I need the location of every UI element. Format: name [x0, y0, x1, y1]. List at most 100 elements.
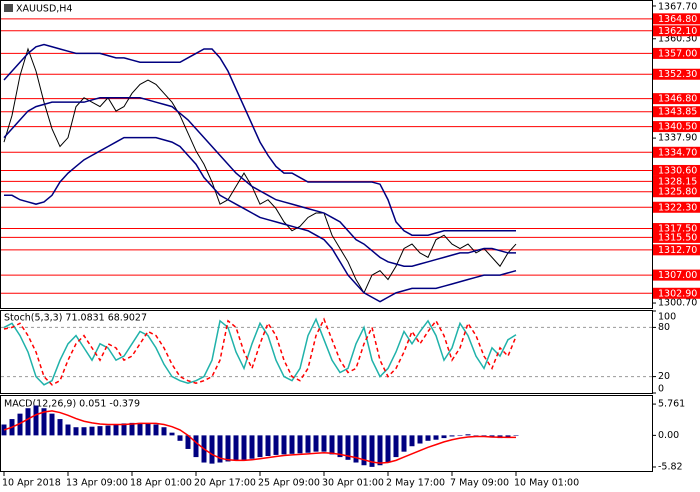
series-line — [3, 410, 517, 464]
bar — [321, 435, 327, 452]
bar — [273, 435, 279, 455]
bar — [433, 435, 439, 440]
x-tick-label: 7 May 09:00 — [450, 478, 509, 489]
y-tick-label: 5.761 — [658, 399, 685, 410]
level-tag — [653, 13, 700, 25]
level-label: 1364.80 — [658, 14, 697, 25]
bar — [233, 435, 239, 461]
level-tag — [653, 269, 700, 281]
bar — [345, 435, 351, 460]
bar — [177, 435, 183, 441]
y-tick-label: 1337.90 — [658, 133, 697, 144]
bar — [193, 435, 199, 458]
bar — [377, 435, 383, 466]
level-label: 1330.60 — [658, 165, 697, 176]
level-tag — [653, 175, 700, 187]
bar — [393, 435, 399, 458]
y-tick-label: 100 — [658, 312, 676, 323]
bar — [81, 427, 87, 436]
bar — [49, 413, 55, 436]
bar — [113, 424, 119, 436]
level-label: 1357.00 — [658, 48, 697, 59]
bar — [25, 408, 31, 436]
bar — [513, 435, 519, 436]
x-tick-label: 25 Apr 09:00 — [258, 478, 320, 489]
bar — [185, 435, 191, 449]
bar — [97, 426, 103, 436]
level-label: 1302.90 — [658, 288, 697, 299]
level-label: 1307.00 — [658, 270, 697, 281]
bar — [505, 435, 511, 438]
bar — [425, 435, 431, 441]
x-tick-label: 2 May 17:00 — [386, 478, 445, 489]
level-label: 1322.30 — [658, 202, 697, 213]
bar — [457, 435, 463, 436]
bar — [281, 435, 287, 455]
stoch-panel — [0, 310, 653, 394]
symbol-icon — [4, 4, 13, 12]
series-line — [4, 136, 517, 303]
bar — [297, 435, 303, 454]
level-label: 1328.15 — [658, 176, 697, 187]
bar — [289, 435, 295, 454]
bar — [225, 435, 231, 462]
bar — [401, 435, 407, 452]
level-tag — [653, 47, 700, 59]
bar — [89, 426, 95, 436]
y-tick-label: 1360.30 — [658, 33, 697, 44]
bar — [265, 435, 271, 457]
bar — [129, 422, 135, 436]
level-tag — [653, 164, 700, 176]
level-label: 1334.70 — [658, 147, 697, 158]
level-tag — [653, 287, 700, 299]
bar — [313, 435, 319, 452]
bar — [33, 405, 39, 436]
level-label: 1325.80 — [658, 187, 697, 198]
level-tag — [653, 25, 700, 37]
y-tick-label: -5.82 — [658, 461, 683, 472]
level-tag — [653, 223, 700, 235]
level-tag — [653, 93, 700, 105]
bar — [145, 423, 151, 436]
bar — [105, 425, 111, 436]
level-label: 1312.70 — [658, 245, 697, 256]
stoch-title: Stoch(5,3,3) 71.0831 68.9027 — [4, 313, 147, 324]
bar — [417, 435, 423, 444]
y-tick-label: 80 — [658, 322, 670, 333]
bar — [473, 435, 479, 436]
bar — [249, 435, 255, 459]
x-tick-label: 18 Apr 01:00 — [130, 478, 192, 489]
level-label: 1317.50 — [658, 224, 697, 235]
level-tag — [653, 244, 700, 256]
bar — [161, 427, 167, 436]
level-label: 1362.10 — [658, 26, 697, 37]
level-tag — [653, 186, 700, 198]
chart-title: XAUUSD,H4 — [16, 4, 72, 15]
bar — [409, 435, 415, 447]
bar — [1, 424, 7, 436]
bar — [241, 435, 247, 460]
bar — [65, 424, 71, 436]
bar — [257, 435, 263, 458]
level-tag — [653, 201, 700, 213]
level-label: 1352.30 — [658, 69, 697, 80]
x-tick-label: 20 Apr 17:00 — [194, 478, 256, 489]
bar — [329, 435, 335, 455]
y-tick-label: 0 — [658, 384, 664, 395]
y-tick-label: 1300.70 — [658, 298, 697, 309]
series-line — [3, 317, 517, 386]
bar — [361, 435, 367, 466]
macd-panel — [0, 395, 653, 472]
level-tag — [653, 106, 700, 118]
level-label: 1340.50 — [658, 122, 697, 133]
bar — [17, 413, 23, 436]
series-line — [3, 97, 516, 267]
x-tick-label: 13 Apr 09:00 — [66, 478, 128, 489]
bar — [441, 435, 447, 439]
bar — [449, 435, 455, 437]
bar — [57, 419, 63, 436]
y-tick-label: 0.00 — [658, 430, 679, 441]
level-label: 1346.80 — [658, 94, 697, 105]
